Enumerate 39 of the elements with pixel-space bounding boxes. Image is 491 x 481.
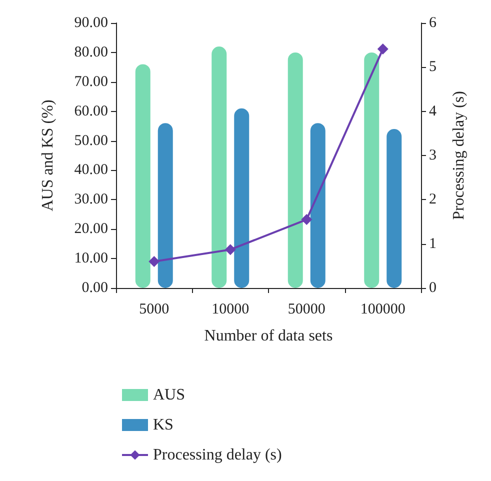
y2-tick-label: 5 — [429, 59, 436, 76]
y-tick-label: 30.00 — [74, 192, 108, 208]
y2-tick-label: 6 — [429, 15, 437, 31]
y-tick-label: 0.00 — [82, 280, 108, 296]
legend-label: Processing delay (s) — [153, 446, 282, 464]
y2-axis-title: Processing delay (s) — [450, 91, 468, 220]
point — [224, 244, 236, 256]
x-tick-label: 5000 — [139, 302, 170, 318]
y-tick-label: 50.00 — [74, 132, 108, 149]
x-tick-label: 50000 — [288, 302, 326, 318]
point — [301, 214, 312, 226]
bar — [386, 129, 402, 288]
y-tick-label: 10.00 — [74, 250, 108, 267]
y-tick-label: 40.00 — [74, 162, 108, 178]
bar — [212, 46, 227, 288]
y2-tick-label: 0 — [429, 280, 436, 296]
bar — [288, 52, 303, 288]
y-tick-label: 90.00 — [74, 15, 108, 31]
legend-label: KS — [153, 416, 174, 434]
point — [148, 256, 160, 267]
y-tick-label: 20.00 — [74, 221, 108, 238]
point — [377, 44, 388, 55]
y2-tick-label: 1 — [429, 236, 436, 252]
bar — [364, 52, 380, 288]
y2-tick-label: 3 — [429, 148, 436, 164]
y-axis-title: AUS and KS (%) — [40, 100, 56, 212]
y-tick-label: 70.00 — [74, 74, 108, 90]
bar — [135, 64, 150, 288]
x-axis-title: Number of data sets — [204, 328, 333, 344]
x-tick-label: 100000 — [360, 302, 406, 318]
bar — [158, 123, 173, 288]
y2-tick-label: 4 — [429, 103, 437, 120]
legend-label: AUS — [153, 386, 186, 404]
x-tick-label: 10000 — [212, 302, 250, 318]
y2-tick-label: 2 — [429, 192, 436, 208]
y-tick-label: 60.00 — [74, 103, 108, 120]
bar — [234, 108, 250, 288]
bar — [310, 123, 326, 288]
y-tick-label: 80.00 — [74, 44, 108, 60]
